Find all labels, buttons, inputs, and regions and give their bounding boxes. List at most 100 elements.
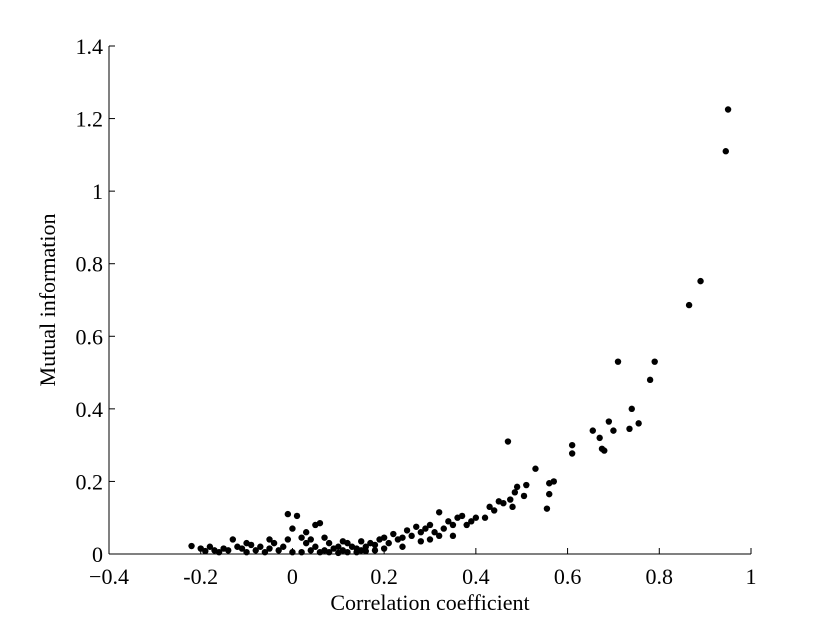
x-tick-label: -0.2 bbox=[183, 564, 218, 589]
y-tick-label: 0.4 bbox=[76, 397, 104, 422]
point bbox=[449, 521, 457, 529]
point bbox=[422, 525, 429, 532]
point bbox=[289, 548, 296, 556]
point bbox=[523, 481, 530, 489]
point bbox=[495, 498, 502, 505]
x-tick-label: 0.4 bbox=[462, 564, 490, 589]
point bbox=[243, 539, 250, 547]
x-tick-label: 0 bbox=[287, 564, 298, 589]
point bbox=[408, 532, 415, 540]
point bbox=[513, 483, 521, 491]
point bbox=[431, 529, 438, 536]
point bbox=[275, 547, 282, 554]
point bbox=[302, 529, 310, 536]
point bbox=[445, 518, 452, 525]
point bbox=[440, 525, 447, 532]
point bbox=[293, 512, 301, 520]
point bbox=[325, 539, 333, 547]
point bbox=[435, 532, 443, 540]
x-tick-label: 0.6 bbox=[554, 564, 582, 589]
point bbox=[270, 539, 278, 547]
point bbox=[298, 534, 305, 541]
point bbox=[302, 539, 310, 547]
point bbox=[504, 438, 512, 445]
point bbox=[628, 405, 635, 413]
y-tick-label: 0.6 bbox=[76, 324, 104, 349]
point bbox=[229, 536, 237, 543]
x-tick-label: 0.2 bbox=[370, 564, 398, 589]
point bbox=[307, 536, 314, 543]
point bbox=[520, 492, 528, 500]
point bbox=[289, 525, 296, 532]
point bbox=[284, 510, 292, 518]
point bbox=[468, 518, 475, 525]
point bbox=[220, 545, 227, 552]
point bbox=[280, 543, 287, 550]
point bbox=[188, 542, 195, 550]
point bbox=[635, 420, 642, 427]
point bbox=[417, 529, 425, 536]
point bbox=[307, 547, 314, 554]
point bbox=[646, 376, 654, 384]
point bbox=[722, 148, 729, 155]
x-tick-label: 0.8 bbox=[646, 564, 674, 589]
y-tick-label: 0 bbox=[92, 542, 103, 567]
point bbox=[610, 427, 617, 434]
point bbox=[463, 521, 470, 529]
point bbox=[298, 548, 305, 556]
point bbox=[614, 358, 622, 365]
point bbox=[568, 450, 576, 457]
point bbox=[491, 507, 498, 514]
point bbox=[312, 521, 319, 529]
point bbox=[335, 549, 342, 557]
point bbox=[316, 548, 324, 556]
y-tick-label: 0.8 bbox=[76, 252, 104, 277]
point bbox=[426, 521, 434, 529]
point bbox=[348, 543, 356, 550]
point bbox=[197, 545, 204, 552]
point bbox=[596, 434, 603, 442]
y-tick-label: 1 bbox=[92, 179, 103, 204]
point bbox=[605, 418, 613, 425]
y-axis-label: Mutual information bbox=[35, 214, 60, 387]
point bbox=[626, 425, 633, 433]
point bbox=[685, 301, 693, 309]
point bbox=[321, 534, 328, 541]
point bbox=[206, 543, 214, 550]
x-tick-label: 1 bbox=[746, 564, 757, 589]
point bbox=[330, 545, 337, 552]
point bbox=[417, 538, 425, 545]
point bbox=[532, 465, 539, 472]
y-tick-label: 0.2 bbox=[76, 469, 104, 494]
x-tick-label: −0.4 bbox=[89, 564, 129, 589]
point bbox=[481, 514, 489, 521]
y-tick-label: 1.4 bbox=[76, 34, 104, 59]
point bbox=[257, 543, 264, 550]
point bbox=[486, 503, 493, 511]
y-tick-label: 1.2 bbox=[76, 107, 104, 132]
point bbox=[380, 545, 388, 552]
point bbox=[339, 538, 347, 545]
point bbox=[426, 536, 434, 543]
point bbox=[266, 536, 273, 543]
point bbox=[358, 538, 365, 545]
point bbox=[454, 514, 461, 521]
point bbox=[399, 543, 406, 550]
x-axis-label: Correlation coefficient bbox=[330, 590, 529, 615]
point bbox=[376, 536, 383, 543]
point bbox=[234, 543, 241, 550]
point bbox=[358, 547, 365, 554]
point bbox=[344, 548, 351, 556]
point bbox=[449, 532, 457, 540]
point bbox=[390, 530, 397, 538]
point bbox=[385, 539, 392, 547]
point bbox=[413, 523, 420, 530]
point bbox=[312, 543, 319, 550]
point bbox=[546, 490, 553, 498]
point bbox=[651, 358, 658, 365]
point bbox=[511, 489, 519, 496]
point bbox=[472, 514, 480, 521]
point bbox=[507, 496, 514, 503]
point bbox=[435, 509, 443, 516]
point bbox=[325, 548, 333, 556]
